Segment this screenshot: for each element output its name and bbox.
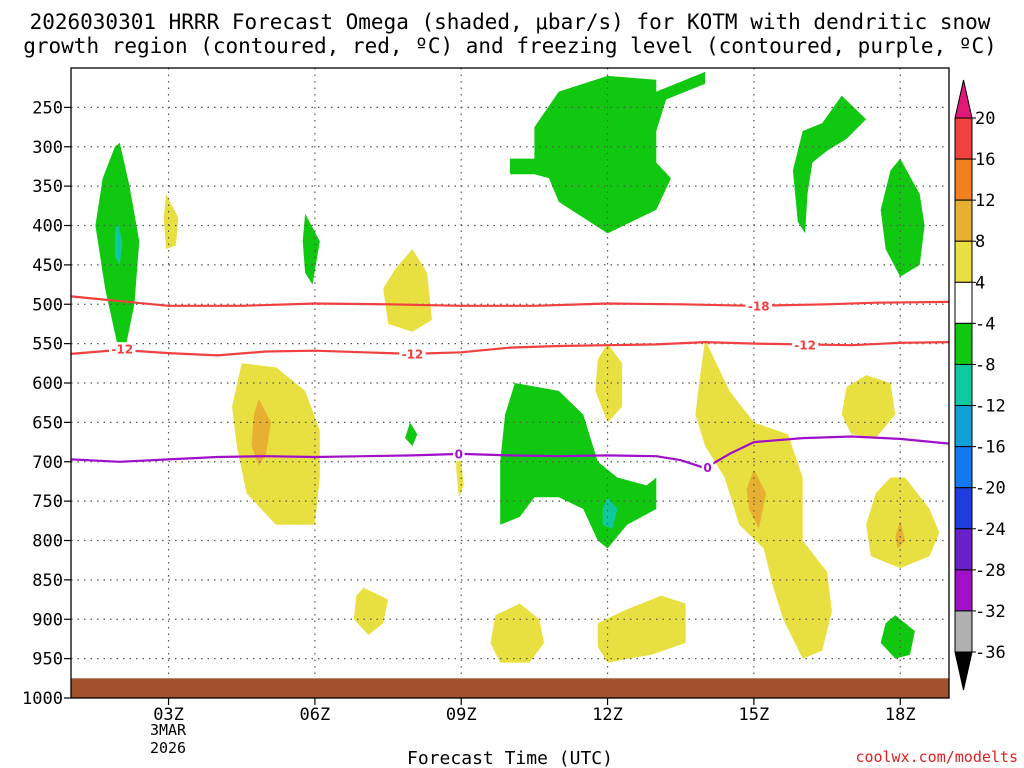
colorbar-label-12: -32: [975, 602, 1006, 622]
colorbar-label-11: -28: [975, 561, 1006, 581]
colorbar-swatch-12: [954, 610, 973, 653]
x-tick-label-09Z: 09Z: [446, 705, 477, 725]
colorbar-label-1: 16: [975, 150, 995, 170]
colorbar-label-2: 12: [975, 191, 995, 211]
y-tick-label-950: 950: [32, 650, 63, 670]
colorbar-swatch-11: [954, 569, 973, 612]
x-tick-label-12Z: 12Z: [592, 705, 623, 725]
omega-region-23: [880, 615, 915, 659]
colorbar-label-13: -36: [975, 643, 1006, 663]
omega-region-1: [114, 221, 123, 265]
y-tick-label-850: 850: [32, 571, 63, 591]
omega-region-18: [866, 477, 940, 569]
omega-region-2: [163, 194, 179, 250]
omega-region-7: [880, 158, 925, 277]
y-tick-label-350: 350: [32, 177, 63, 197]
date-label-day: 3MAR: [150, 721, 187, 739]
omega-region-13: [602, 497, 618, 529]
contour-label-4: 0: [455, 447, 463, 461]
y-axis-pressure-ticks: 250 300 350 400 450 500 550 600 650 700 750 800 850 9…: [22, 98, 71, 709]
chart-title-line2: growth region (contoured, red, ºC) and f…: [23, 34, 997, 58]
omega-region-17: [841, 375, 896, 439]
colorbar-label-5: -4: [975, 314, 995, 334]
colorbar-label-0: 20: [975, 109, 995, 129]
contour-label-bg-2: [399, 346, 426, 361]
x-axis-title: Forecast Time (UTC): [407, 748, 613, 768]
colorbar-swatch-3: [954, 240, 973, 283]
omega-region-21: [490, 603, 545, 663]
omega-region-10: [405, 422, 418, 446]
omega-region-20: [353, 587, 389, 635]
chart-title-line1: 2026030301 HRRR Forecast Omega (shaded, …: [30, 10, 991, 34]
omega-region-14: [595, 343, 623, 423]
source-credit: coolwx.com/modelts: [855, 748, 1018, 766]
y-tick-label-250: 250: [32, 98, 63, 118]
colorbar-swatch-7: [954, 405, 973, 448]
omega-shading-layer: [95, 71, 940, 663]
omega-colorbar: 20 16 12 8 4 -4 -8 -12 -16 -20 -24 -28 -32 -36: [954, 79, 1006, 691]
contour-label-2: -12: [402, 347, 424, 361]
contour-label-1: -12: [111, 343, 133, 357]
colorbar-swatch-1: [954, 158, 973, 201]
y-tick-label-900: 900: [32, 610, 63, 630]
contour-label-bg-0: [745, 298, 773, 313]
x-tick-label-15Z: 15Z: [739, 705, 770, 725]
y-tick-label-750: 750: [32, 492, 63, 512]
y-tick-label-1000: 1000: [22, 689, 63, 709]
colorbar-swatch-8: [954, 446, 973, 489]
colorbar-top-arrow: [954, 79, 973, 119]
colorbar-swatch-9: [954, 487, 973, 530]
y-tick-label-600: 600: [32, 374, 63, 394]
x-tick-label-06Z: 06Z: [300, 705, 331, 725]
colorbar-swatch-10: [954, 528, 973, 571]
contour-line-0: [71, 295, 949, 307]
omega-region-12: [500, 383, 657, 549]
colorbar-label-6: -8: [975, 355, 995, 375]
omega-region-6: [792, 95, 867, 234]
colorbar-swatch-5: [954, 322, 973, 365]
contour-label-3: -12: [794, 339, 816, 353]
y-tick-label-500: 500: [32, 295, 63, 315]
y-tick-label-800: 800: [32, 532, 63, 552]
contour-label-bg-5: [701, 460, 714, 475]
colorbar-label-9: -20: [975, 479, 1006, 499]
colorbar-label-10: -24: [975, 520, 1006, 540]
y-tick-label-450: 450: [32, 256, 63, 276]
y-tick-label-400: 400: [32, 217, 63, 237]
contour-label-bg-4: [453, 446, 465, 461]
omega-region-8: [232, 363, 320, 525]
ground-below-surface: [71, 678, 949, 698]
omega-region-4: [383, 249, 432, 332]
colorbar-bottom-arrow: [954, 651, 973, 691]
omega-region-3: [302, 213, 320, 285]
colorbar-label-3: 8: [975, 232, 985, 252]
omega-region-19: [895, 520, 906, 549]
colorbar-label-4: 4: [975, 273, 985, 293]
colorbar-swatch-0: [954, 117, 973, 160]
colorbar-swatch-6: [954, 363, 973, 407]
x-tick-label-18Z: 18Z: [885, 705, 916, 725]
contour-label-layer: -18 -12 -12 -12 0 0: [108, 298, 819, 475]
colorbar-swatch-4: [954, 281, 973, 324]
y-tick-label-300: 300: [32, 138, 63, 158]
omega-region-22: [597, 595, 686, 663]
x-tick-label-03Z: 03Z: [153, 705, 184, 725]
contour-label-bg-1: [108, 342, 136, 357]
colorbar-label-7: -12: [975, 397, 1006, 417]
contour-label-bg-3: [791, 338, 819, 353]
omega-region-16: [746, 469, 767, 529]
x-axis-time-ticks: 03Z 06Z 09Z 12Z 15Z 18Z: [153, 698, 916, 725]
contour-label-0: -18: [748, 299, 770, 313]
contour-label-5: 0: [703, 461, 711, 475]
date-label-year: 2026: [150, 739, 186, 757]
y-tick-label-550: 550: [32, 335, 63, 355]
y-tick-label-700: 700: [32, 453, 63, 473]
colorbar-swatch-2: [954, 199, 973, 242]
contour-line-4: [71, 435, 949, 470]
omega-region-9: [251, 398, 271, 466]
colorbar-label-8: -16: [975, 438, 1006, 458]
y-tick-label-650: 650: [32, 413, 63, 433]
